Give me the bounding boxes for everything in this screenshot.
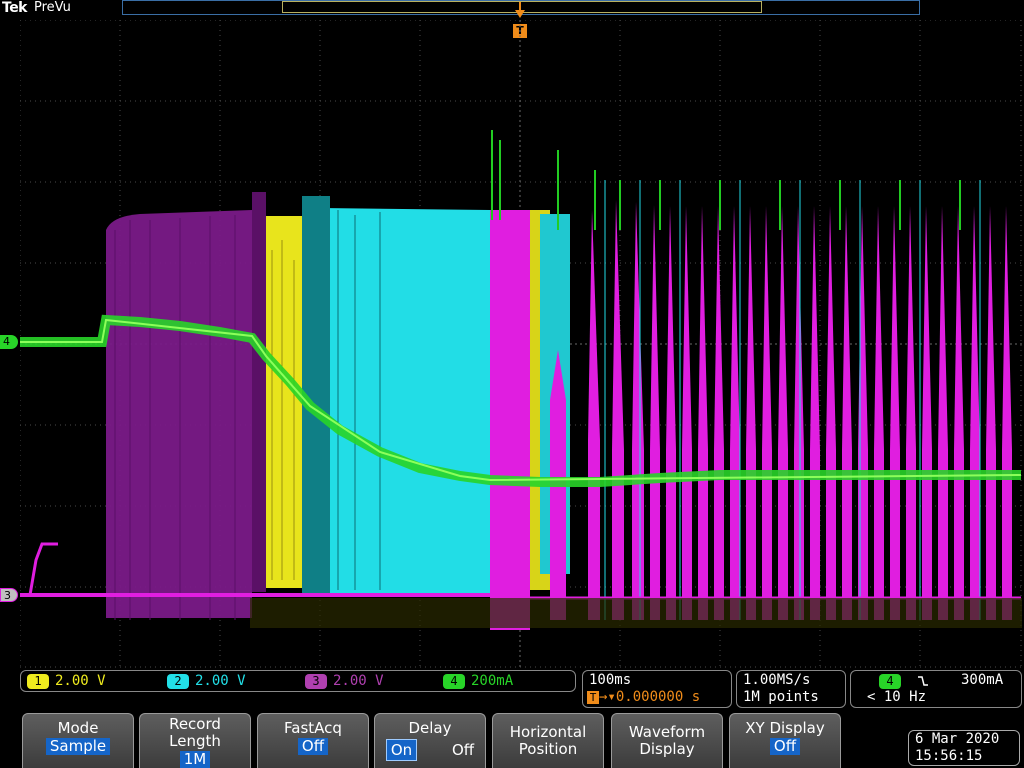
delay-button[interactable]: Delay On Off — [374, 713, 486, 768]
time-text: 15:56:15 — [915, 748, 983, 764]
horizontal-label-2: Position — [518, 740, 578, 758]
prevu-label: PreVu — [34, 0, 71, 15]
record-length-button[interactable]: Record Length 1M — [139, 713, 251, 768]
ch3-badge: 3 — [305, 673, 327, 689]
acquisition-readout[interactable]: 1.00MS/s 1M points — [736, 670, 846, 708]
delay-off-option[interactable]: Off — [451, 741, 475, 759]
timebase-readout[interactable]: 100ms T →▾0.000000 s — [582, 670, 732, 708]
horizontal-position-button[interactable]: Horizontal Position — [492, 713, 604, 768]
ch2-readout[interactable]: 2 2.00 V — [167, 673, 246, 689]
ch3-readout[interactable]: 3 2.00 V — [305, 673, 384, 689]
xy-value: Off — [769, 738, 801, 755]
delay-value: 0.000000 s — [615, 689, 701, 705]
ch3-scale: 2.00 V — [333, 673, 384, 689]
ch4-badge: 4 — [443, 673, 465, 689]
fastacq-label: FastAcq — [284, 719, 342, 737]
trigger-source-badge: 4 — [879, 673, 901, 689]
record-label-2: Length — [169, 732, 221, 750]
xy-label: XY Display — [745, 719, 825, 737]
trigger-readout[interactable]: 4 300mA < 10 Hz — [850, 670, 1022, 708]
record-length-value: 1M — [179, 751, 211, 768]
timebase-scale: 100ms — [589, 672, 632, 688]
ch4-scale: 200mA — [471, 673, 514, 689]
ch2-badge: 2 — [167, 673, 189, 689]
fastacq-value: Off — [297, 738, 329, 755]
ch1-badge: 1 — [27, 673, 49, 689]
waveform-label-1: Waveform — [628, 723, 706, 741]
record-points: 1M points — [743, 689, 819, 705]
ch2-scale: 2.00 V — [195, 673, 246, 689]
delay-label: Delay — [408, 719, 452, 737]
ch1-readout[interactable]: 1 2.00 V — [27, 673, 106, 689]
trigger-frequency: < 10 Hz — [867, 689, 927, 705]
ch4-readout[interactable]: 4 200mA — [443, 673, 513, 689]
trigger-position-icon — [515, 2, 525, 18]
waveform-display-button[interactable]: Waveform Display — [611, 713, 723, 768]
falling-edge-icon — [918, 676, 928, 686]
datetime-display: 6 Mar 2020 15:56:15 — [908, 730, 1020, 766]
xy-display-button[interactable]: XY Display Off — [729, 713, 841, 768]
delay-on-option[interactable]: On — [385, 739, 418, 761]
sample-rate: 1.00MS/s — [743, 672, 811, 688]
ch4-ground-marker[interactable]: 4 — [0, 335, 18, 349]
trigger-level: 300mA — [961, 672, 1004, 688]
ch1-scale: 2.00 V — [55, 673, 106, 689]
record-label-1: Record — [169, 715, 221, 733]
fastacq-button[interactable]: FastAcq Off — [257, 713, 369, 768]
horizontal-label-1: Horizontal — [509, 723, 587, 741]
waveform-label-2: Display — [639, 740, 695, 758]
channel-readout-bar: 1 2.00 V 2 2.00 V 3 2.00 V 4 200mA — [20, 670, 576, 692]
tek-logo: Tek — [2, 0, 28, 16]
ch3-ground-marker[interactable]: 3 — [0, 588, 18, 602]
mode-value: Sample — [45, 738, 111, 755]
trigger-delay-icon: T — [587, 691, 599, 704]
date-text: 6 Mar 2020 — [915, 731, 1000, 747]
mode-label: Mode — [57, 719, 99, 737]
waveform-display[interactable] — [20, 20, 1022, 668]
mode-button[interactable]: Mode Sample — [22, 713, 134, 768]
